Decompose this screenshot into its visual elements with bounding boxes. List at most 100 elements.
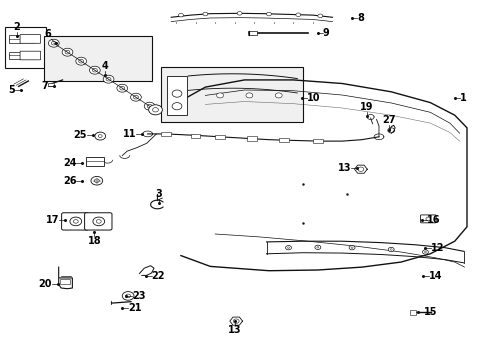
Circle shape (73, 220, 78, 223)
Bar (278, 138, 288, 142)
Circle shape (79, 59, 83, 63)
Circle shape (130, 93, 141, 101)
Circle shape (120, 86, 124, 90)
FancyBboxPatch shape (420, 215, 435, 223)
Text: 7: 7 (41, 81, 48, 91)
Circle shape (76, 57, 86, 65)
Circle shape (266, 12, 271, 16)
Text: 13: 13 (337, 163, 350, 174)
Bar (48, 83, 54, 86)
Text: 16: 16 (427, 215, 440, 225)
Circle shape (245, 93, 252, 98)
Text: 10: 10 (306, 93, 320, 103)
Text: 13: 13 (227, 325, 241, 336)
Text: 3: 3 (155, 189, 162, 199)
Circle shape (117, 84, 127, 92)
Bar (60, 279, 70, 284)
Circle shape (94, 179, 99, 183)
Circle shape (178, 13, 183, 17)
Circle shape (237, 12, 242, 15)
Circle shape (91, 176, 102, 185)
Circle shape (216, 93, 223, 98)
Circle shape (317, 14, 322, 18)
Circle shape (103, 75, 114, 83)
Circle shape (95, 132, 105, 140)
Circle shape (424, 251, 426, 253)
FancyBboxPatch shape (61, 213, 89, 230)
Text: 1: 1 (459, 93, 466, 103)
Circle shape (48, 39, 59, 47)
Bar (248, 31, 257, 35)
Circle shape (389, 249, 391, 250)
Circle shape (147, 104, 152, 108)
Circle shape (62, 48, 73, 56)
Circle shape (51, 41, 56, 45)
Text: 19: 19 (359, 102, 373, 112)
Circle shape (357, 167, 363, 171)
Text: 27: 27 (381, 115, 395, 125)
Circle shape (422, 250, 427, 254)
Text: 15: 15 (423, 307, 437, 318)
Bar (161, 132, 171, 136)
Circle shape (425, 217, 430, 221)
Text: 25: 25 (73, 130, 87, 140)
Text: 20: 20 (38, 279, 52, 289)
Bar (44, 36, 151, 81)
Text: 9: 9 (322, 28, 329, 38)
Circle shape (203, 12, 207, 16)
Bar (5, 27, 46, 68)
Bar (167, 76, 186, 115)
Circle shape (65, 50, 70, 54)
Bar (312, 139, 322, 143)
Bar (246, 136, 256, 141)
FancyBboxPatch shape (84, 213, 112, 230)
Circle shape (348, 246, 354, 250)
Text: 8: 8 (356, 13, 363, 23)
Circle shape (285, 246, 291, 250)
Circle shape (106, 77, 111, 81)
Text: 11: 11 (122, 129, 136, 139)
Circle shape (122, 292, 134, 300)
Circle shape (148, 105, 162, 115)
Circle shape (92, 68, 97, 72)
Circle shape (98, 135, 102, 138)
Text: 6: 6 (44, 29, 51, 39)
Circle shape (287, 247, 289, 248)
Circle shape (172, 90, 182, 97)
Text: 24: 24 (62, 158, 76, 168)
FancyBboxPatch shape (20, 35, 41, 43)
Circle shape (96, 220, 101, 223)
Text: 22: 22 (151, 271, 165, 282)
FancyBboxPatch shape (20, 51, 41, 60)
Bar (85, 157, 104, 166)
Text: 21: 21 (128, 303, 142, 313)
Circle shape (387, 247, 393, 252)
Circle shape (316, 247, 318, 248)
Text: 26: 26 (62, 176, 76, 186)
Text: 17: 17 (45, 215, 59, 225)
Circle shape (152, 108, 158, 112)
Circle shape (125, 294, 130, 298)
Text: 4: 4 (102, 60, 108, 71)
Bar (9, 51, 20, 59)
Circle shape (314, 245, 320, 249)
Circle shape (172, 103, 182, 110)
Circle shape (350, 247, 352, 248)
Circle shape (89, 66, 100, 74)
Circle shape (133, 95, 138, 99)
Text: 23: 23 (132, 291, 145, 301)
Bar (215, 135, 224, 139)
Text: 14: 14 (428, 271, 442, 282)
Circle shape (233, 319, 239, 323)
Bar (161, 67, 303, 122)
Bar (190, 134, 200, 138)
Text: 2: 2 (14, 22, 20, 32)
Circle shape (70, 217, 81, 226)
Circle shape (144, 102, 155, 110)
Bar (409, 310, 415, 315)
Text: 12: 12 (430, 243, 444, 253)
Bar (9, 35, 20, 43)
Circle shape (93, 217, 104, 226)
Circle shape (295, 13, 300, 17)
Circle shape (275, 93, 282, 98)
